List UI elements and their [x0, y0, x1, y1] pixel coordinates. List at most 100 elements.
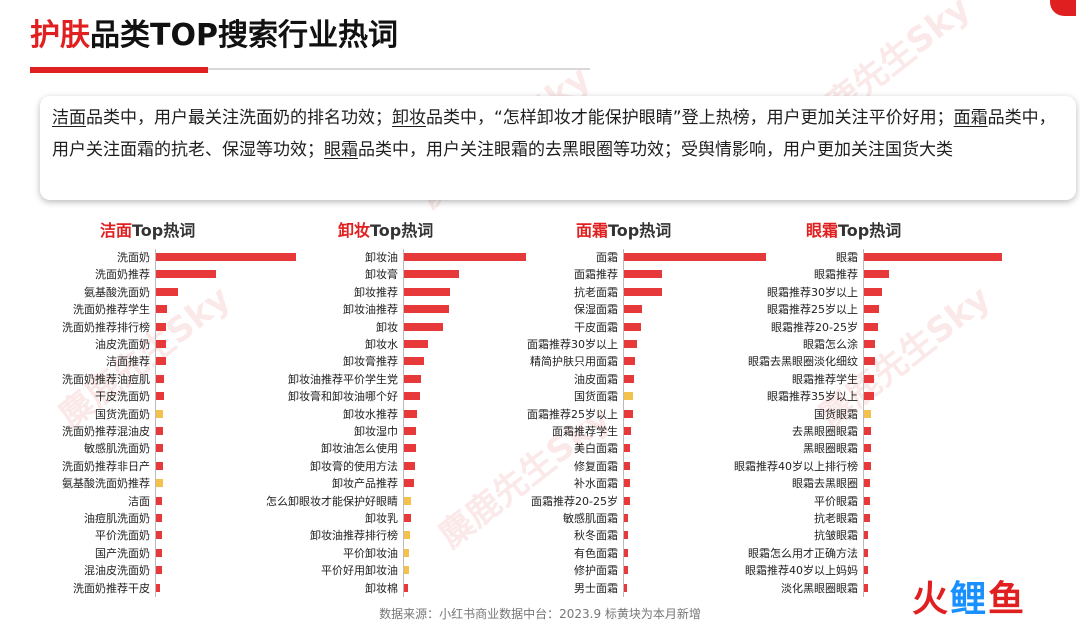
bar — [864, 427, 871, 435]
bar — [156, 531, 162, 540]
chart-row: 平价卸妆油 — [250, 545, 398, 562]
bar — [624, 305, 643, 314]
category-label: 眼霜去黑眼圈淡化细纹 — [748, 355, 858, 369]
chart-row: 面霜推荐20-25岁 — [470, 493, 618, 510]
category-label: 补水面霜 — [574, 477, 618, 491]
chart-row: 眼霜去黑眼圈淡化细纹 — [708, 353, 858, 370]
chart-row: 眼霜怎么涂 — [708, 336, 858, 353]
category-label: 怎么卸眼妆才能保护好眼睛 — [266, 494, 398, 508]
chart-row: 修护面霜 — [470, 562, 618, 579]
title-divider — [30, 68, 590, 70]
bar-new-keyword — [864, 409, 871, 418]
category-label: 抗老眼霜 — [814, 512, 858, 525]
category-label: 眼霜推荐40岁以上排行榜 — [734, 459, 858, 473]
category-label: 眼霜推荐 — [814, 268, 858, 282]
bar — [624, 531, 629, 540]
category-label: 洗面奶推荐 — [95, 268, 150, 282]
category-label: 眼霜怎么涂 — [803, 338, 858, 351]
chart-row: 卸妆油 — [250, 249, 398, 266]
chart-row: 面霜推荐学生 — [470, 423, 618, 440]
category-label: 洗面奶推荐学生 — [73, 303, 150, 317]
logo-char: 火 — [912, 579, 951, 620]
chart-row: 怎么卸眼妆才能保护好眼睛 — [250, 493, 398, 510]
bar — [864, 287, 882, 296]
bar — [864, 479, 870, 488]
bar — [404, 583, 408, 592]
bar — [404, 444, 417, 453]
bar-new-keyword — [156, 409, 163, 418]
chart-row: 精简护肤只用面霜 — [470, 353, 618, 370]
category-label: 眼霜去黑眼圈 — [792, 477, 858, 491]
category-label: 洗面奶推荐干皮 — [73, 581, 150, 595]
bar — [864, 253, 1002, 261]
chart-row: 卸妆 — [250, 319, 398, 336]
bar — [156, 566, 162, 575]
category-label: 眼霜推荐20-25岁 — [771, 320, 858, 334]
category-label: 平价卸妆油 — [343, 546, 398, 560]
page-title-rest: 品类TOP搜索行业热词 — [90, 18, 398, 53]
chart-row: 国货眼霜 — [708, 406, 858, 423]
chart-row: 洗面奶推荐 — [0, 266, 150, 283]
bar — [864, 340, 876, 348]
category-label: 国货面霜 — [574, 390, 618, 404]
bar — [864, 566, 869, 575]
chart-title-accent: 眼霜 — [806, 221, 839, 240]
category-label: 卸妆棉 — [365, 581, 398, 595]
category-label: 洗面奶推荐混油皮 — [62, 425, 150, 438]
summary-keyword-cleanser: 洁面 — [52, 108, 86, 128]
summary-keyword-eye-cream: 眼霜 — [324, 140, 358, 160]
bar — [156, 496, 162, 505]
chart-title: 洁面Top热词 — [100, 218, 195, 244]
bar — [156, 461, 163, 470]
chart-row: 敏感肌洗面奶 — [0, 440, 150, 457]
chart-row: 保湿面霜 — [470, 301, 618, 318]
chart-axis — [623, 249, 624, 597]
category-label: 卸妆推荐 — [354, 285, 398, 299]
bar — [864, 357, 876, 366]
category-label: 面霜推荐 — [574, 268, 618, 282]
category-label: 干皮面霜 — [574, 320, 618, 334]
chart-row: 卸妆乳 — [250, 510, 398, 527]
chart-title-rest: Top热词 — [132, 221, 196, 240]
category-label: 面霜推荐30岁以上 — [527, 338, 618, 351]
page-title-accent: 护肤 — [30, 18, 90, 53]
category-label: 眼霜 — [836, 251, 858, 264]
category-label: 卸妆油怎么使用 — [321, 442, 398, 456]
summary-text-cleanser: 品类中，用户最关注洗面奶的排名功效； — [86, 108, 392, 128]
chart-title-accent: 面霜 — [576, 221, 609, 240]
bar — [156, 287, 179, 296]
category-label: 敏感肌洗面奶 — [84, 442, 150, 456]
bar-new-keyword — [404, 548, 409, 557]
bar — [156, 340, 166, 348]
bar — [404, 461, 415, 470]
bar — [404, 479, 414, 488]
chart-row: 眼霜推荐40岁以上妈妈 — [708, 562, 858, 579]
chart-row: 修复面霜 — [470, 458, 618, 475]
category-label: 淡化黑眼圈眼霜 — [781, 581, 858, 595]
brand-logo: 火鲤鱼 — [912, 576, 1026, 624]
chart-row: 洗面奶推荐非日产 — [0, 458, 150, 475]
chart-row: 氨基酸洗面奶 — [0, 284, 150, 301]
bar — [864, 461, 871, 470]
bar — [624, 253, 766, 261]
chart-row: 洗面奶推荐排行榜 — [0, 319, 150, 336]
category-label: 黑眼圈眼霜 — [803, 442, 858, 456]
chart-row: 卸妆油推荐 — [250, 301, 398, 318]
bar — [156, 270, 217, 279]
category-label: 卸妆油推荐排行榜 — [310, 529, 398, 543]
category-label: 面霜推荐20-25岁 — [531, 494, 618, 508]
bar-new-keyword — [624, 392, 633, 401]
category-label: 眼霜推荐25岁以上 — [767, 303, 858, 317]
chart-row: 眼霜推荐20-25岁 — [708, 319, 858, 336]
bar — [156, 322, 166, 331]
bar — [156, 253, 296, 261]
chart-row: 油皮洗面奶 — [0, 336, 150, 353]
category-label: 洗面奶推荐排行榜 — [62, 320, 150, 334]
category-label: 美白面霜 — [574, 442, 618, 456]
title-accent-bar — [30, 67, 208, 73]
bar — [624, 583, 627, 592]
chart-row: 面霜 — [470, 249, 618, 266]
chart-row: 美白面霜 — [470, 440, 618, 457]
chart-row: 卸妆膏 — [250, 266, 398, 283]
category-label: 敏感肌面霜 — [563, 512, 618, 525]
